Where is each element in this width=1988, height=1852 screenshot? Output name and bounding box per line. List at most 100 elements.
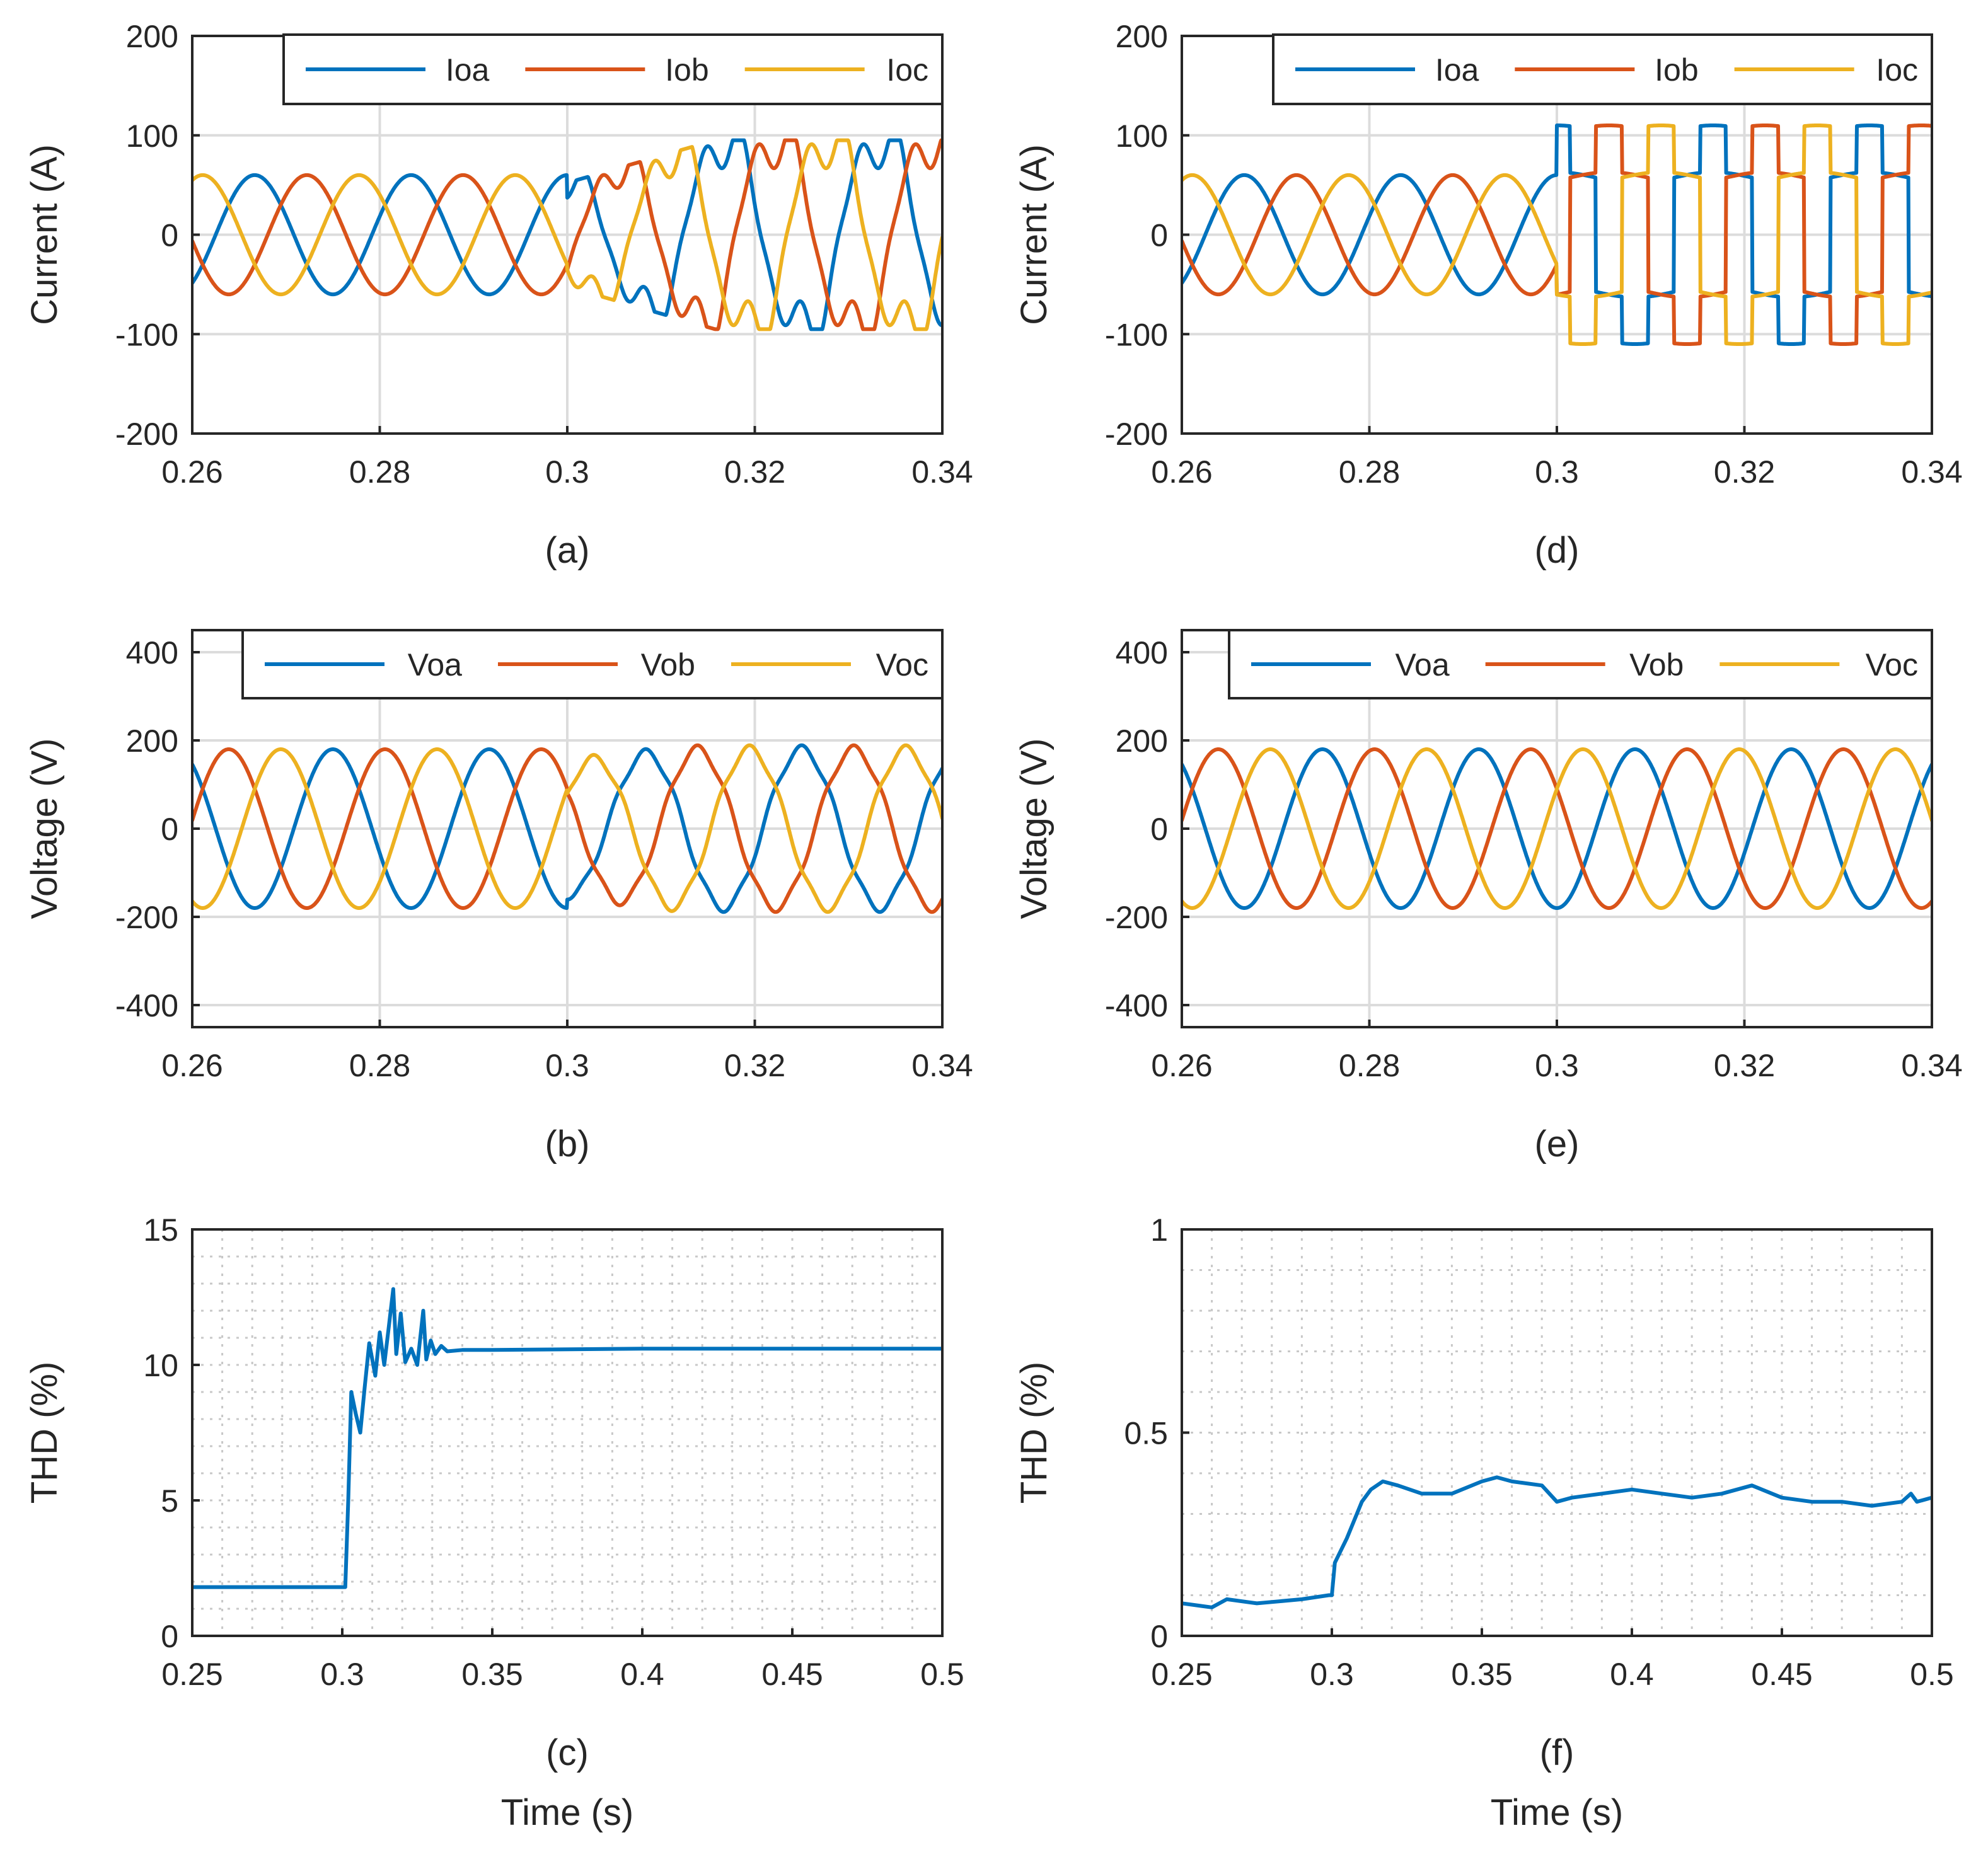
legend: Ioa Iob Ioc (282, 33, 944, 105)
series-line-thd (1182, 1475, 1932, 1609)
x-tick-label: 0.26 (1151, 1048, 1212, 1083)
x-axis-title: Time (s) (501, 1792, 633, 1833)
x-tick-label: 0.25 (161, 1657, 222, 1692)
x-tick-label: 0.3 (545, 454, 589, 490)
x-tick-label: 0.35 (1451, 1657, 1512, 1692)
panel-caption: (a) (545, 530, 590, 571)
x-tick-label: 0.34 (1901, 1048, 1962, 1083)
y-tick-label: 200 (1116, 19, 1168, 54)
x-tick-label: 0.28 (349, 454, 410, 490)
x-axis-title: Time (s) (1491, 1792, 1623, 1833)
x-tick-label: 0.26 (1151, 454, 1212, 490)
series-group (192, 138, 942, 331)
x-tick-label: 0.3 (320, 1657, 364, 1692)
series-group (192, 743, 942, 914)
series-line-ioa (1182, 124, 1932, 346)
legend-label-voc: Voc (876, 647, 928, 682)
series-line-voa (192, 743, 942, 914)
series-line-voc (192, 743, 942, 914)
y-axis-title: Voltage (V) (1014, 739, 1055, 919)
x-tick-label: 0.25 (1151, 1657, 1212, 1692)
y-tick-label: 1 (1150, 1212, 1168, 1248)
x-tick-label: 0.3 (1535, 1048, 1579, 1083)
series-line-voc (1182, 747, 1932, 910)
y-tick-label: 0 (1150, 1619, 1168, 1654)
x-tick-label: 0.4 (1610, 1657, 1654, 1692)
x-tick-label: 0.32 (1714, 454, 1775, 490)
y-tick-label: -200 (115, 900, 178, 935)
x-tick-label: 0.3 (1310, 1657, 1354, 1692)
series-line-ioc (1182, 124, 1932, 346)
series-group (1182, 1475, 1932, 1609)
x-tick-label: 0.34 (911, 1048, 973, 1083)
series-group (1182, 747, 1932, 910)
y-axis-title: THD (%) (24, 1362, 65, 1504)
panel-e: 0.26 0.28 0.3 0.32 0.34 -400 -200 0 200 400 Voltag… (1014, 629, 1963, 1165)
y-axis-title: Voltage (V) (24, 739, 65, 919)
y-tick-label: 0 (161, 812, 178, 847)
legend-label-iob: Iob (1655, 52, 1699, 88)
legend: Ioa Iob Ioc (1272, 33, 1933, 105)
legend-label-voa: Voa (1395, 647, 1449, 682)
series-group (192, 1287, 942, 1589)
y-tick-label: 200 (126, 723, 178, 759)
y-tick-label: 0 (1150, 812, 1168, 847)
y-tick-label: -200 (1105, 417, 1168, 452)
legend-label-iob: Iob (665, 52, 709, 88)
minor-grid (192, 1229, 942, 1636)
y-tick-label: 400 (1116, 635, 1168, 670)
legend: Voa Vob Voc (241, 629, 944, 699)
x-tick-label: 0.32 (724, 454, 785, 490)
major-grid (191, 1228, 944, 1637)
series-line-ioc (192, 138, 942, 331)
y-tick-label: 0 (1150, 218, 1168, 253)
x-tick-label: 0.45 (1751, 1657, 1812, 1692)
legend-label-voa: Voa (408, 647, 462, 682)
panel-caption: (d) (1535, 530, 1580, 571)
y-tick-label: -200 (1105, 900, 1168, 935)
panel-caption: (c) (546, 1732, 589, 1773)
panel-caption: (e) (1535, 1124, 1580, 1165)
series-line-voa (1182, 747, 1932, 910)
y-tick-label: -400 (1105, 988, 1168, 1023)
legend-label-ioa: Ioa (1435, 52, 1479, 88)
panel-caption: (b) (545, 1124, 590, 1165)
y-tick-label: 200 (1116, 723, 1168, 759)
tick-labels: 0.25 0.3 0.35 0.4 0.45 0.5 0 5 10 15 (143, 1212, 964, 1692)
x-tick-label: 0.28 (1339, 1048, 1400, 1083)
x-tick-label: 0.4 (620, 1657, 664, 1692)
y-tick-label: 100 (1116, 118, 1168, 154)
panel-b: 0.26 0.28 0.3 0.32 0.34 -400 -200 0 200 400 Voltag… (24, 629, 973, 1165)
y-tick-label: 400 (126, 635, 178, 670)
legend-label-ioa: Ioa (446, 52, 490, 88)
series-line-thd (192, 1287, 942, 1589)
x-tick-label: 0.5 (1910, 1657, 1954, 1692)
x-tick-label: 0.32 (724, 1048, 785, 1083)
y-tick-label: 10 (143, 1348, 178, 1383)
tick-labels: 0.25 0.3 0.35 0.4 0.45 0.5 0 0.5 1 (1124, 1212, 1953, 1692)
legend-label-vob: Vob (1629, 647, 1684, 682)
y-axis-title: THD (%) (1014, 1362, 1055, 1504)
x-tick-label: 0.35 (461, 1657, 523, 1692)
x-tick-label: 0.3 (545, 1048, 589, 1083)
tick-labels: 0.26 0.28 0.3 0.32 0.34 -400 -200 0 200 400 (115, 635, 973, 1083)
y-tick-label: -400 (115, 988, 178, 1023)
tick-labels: 0.26 0.28 0.3 0.32 0.34 -200 -100 0 100 200 (1105, 19, 1963, 490)
y-axis-title: Current (A) (1014, 144, 1055, 325)
legend-label-voc: Voc (1866, 647, 1918, 682)
legend-label-ioc: Ioc (886, 52, 928, 88)
x-tick-label: 0.3 (1535, 454, 1579, 490)
major-grid (1181, 1228, 1933, 1637)
x-tick-label: 0.28 (349, 1048, 410, 1083)
y-tick-label: 0 (161, 218, 178, 253)
axes-box (191, 1228, 944, 1637)
x-tick-label: 0.26 (161, 454, 222, 490)
series-group (1182, 124, 1932, 346)
x-tick-label: 0.34 (1901, 454, 1962, 490)
x-tick-label: 0.34 (911, 454, 973, 490)
x-tick-label: 0.45 (761, 1657, 823, 1692)
panel-f: 0.25 0.3 0.35 0.4 0.45 0.5 0 0.5 1 THD (%) (f) Time… (1014, 1212, 1954, 1833)
tick-labels: 0.26 0.28 0.3 0.32 0.34 -200 -100 0 100 200 (115, 19, 973, 490)
panel-d: 0.26 0.28 0.3 0.32 0.34 -200 -100 0 100 200 Curren… (1014, 19, 1963, 571)
